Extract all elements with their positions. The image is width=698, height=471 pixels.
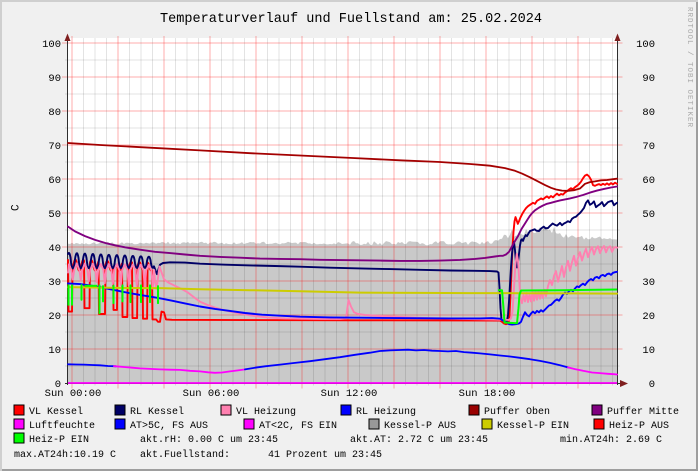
svg-text:Sun 06:00: Sun 06:00 [183,388,240,400]
svg-text:41 Prozent um 23:45: 41 Prozent um 23:45 [268,450,382,461]
svg-text:30: 30 [642,277,655,289]
svg-text:RL Kessel: RL Kessel [130,406,184,418]
svg-text:20: 20 [48,311,61,323]
svg-text:akt.rH: 0.00 C um 23:45: akt.rH: 0.00 C um 23:45 [140,434,278,446]
svg-text:Luftfeuchte: Luftfeuchte [29,420,95,432]
svg-text:20: 20 [642,311,655,323]
svg-text:Sun 12:00: Sun 12:00 [321,388,378,400]
svg-text:90: 90 [642,73,655,85]
svg-text:Sun 18:00: Sun 18:00 [459,388,516,400]
svg-text:0: 0 [649,379,655,391]
svg-text:Kessel-P EIN: Kessel-P EIN [497,420,569,432]
svg-text:min.AT24h: 2.69 C: min.AT24h: 2.69 C [560,434,662,446]
svg-text:10: 10 [642,345,655,357]
svg-text:RRDTOOL / TOBI OETIKER: RRDTOOL / TOBI OETIKER [685,7,693,128]
svg-text:70: 70 [642,141,655,153]
svg-text:40: 40 [642,243,655,255]
svg-text:100: 100 [636,39,655,51]
svg-text:akt.AT: 2.72 C um 23:45: akt.AT: 2.72 C um 23:45 [350,434,488,446]
svg-text:0: 0 [55,379,61,391]
svg-text:60: 60 [642,175,655,187]
svg-text:AT>5C, FS AUS: AT>5C, FS AUS [130,421,208,432]
svg-text:Heiz-P EIN: Heiz-P EIN [29,434,89,446]
svg-text:Kessel-P AUS: Kessel-P AUS [384,420,456,432]
svg-text:50: 50 [642,209,655,221]
svg-text:C: C [11,204,23,211]
svg-text:90: 90 [48,73,61,85]
svg-text:VL Heizung: VL Heizung [236,406,296,418]
svg-text:80: 80 [642,107,655,119]
svg-text:60: 60 [48,175,61,187]
svg-text:Temperaturverlauf und Fuellsta: Temperaturverlauf und Fuellstand am: 25.… [160,12,542,27]
svg-text:10: 10 [48,345,61,357]
svg-text:100: 100 [42,39,61,51]
svg-text:max.AT24h:10.19 C: max.AT24h:10.19 C [14,449,116,461]
svg-text:80: 80 [48,107,61,119]
svg-text:VL Kessel: VL Kessel [29,406,83,418]
svg-text:30: 30 [48,277,61,289]
svg-text:Sun 00:00: Sun 00:00 [45,388,102,400]
svg-text:akt.Fuellstand:: akt.Fuellstand: [140,449,230,461]
svg-text:AT<2C, FS EIN: AT<2C, FS EIN [259,421,337,432]
svg-text:RL Heizung: RL Heizung [356,406,416,418]
svg-text:50: 50 [48,209,61,221]
svg-text:70: 70 [48,141,61,153]
svg-text:Puffer Mitte: Puffer Mitte [607,406,679,418]
svg-text:Heiz-P AUS: Heiz-P AUS [609,420,669,432]
svg-text:40: 40 [48,243,61,255]
svg-text:Puffer Oben: Puffer Oben [484,406,550,418]
